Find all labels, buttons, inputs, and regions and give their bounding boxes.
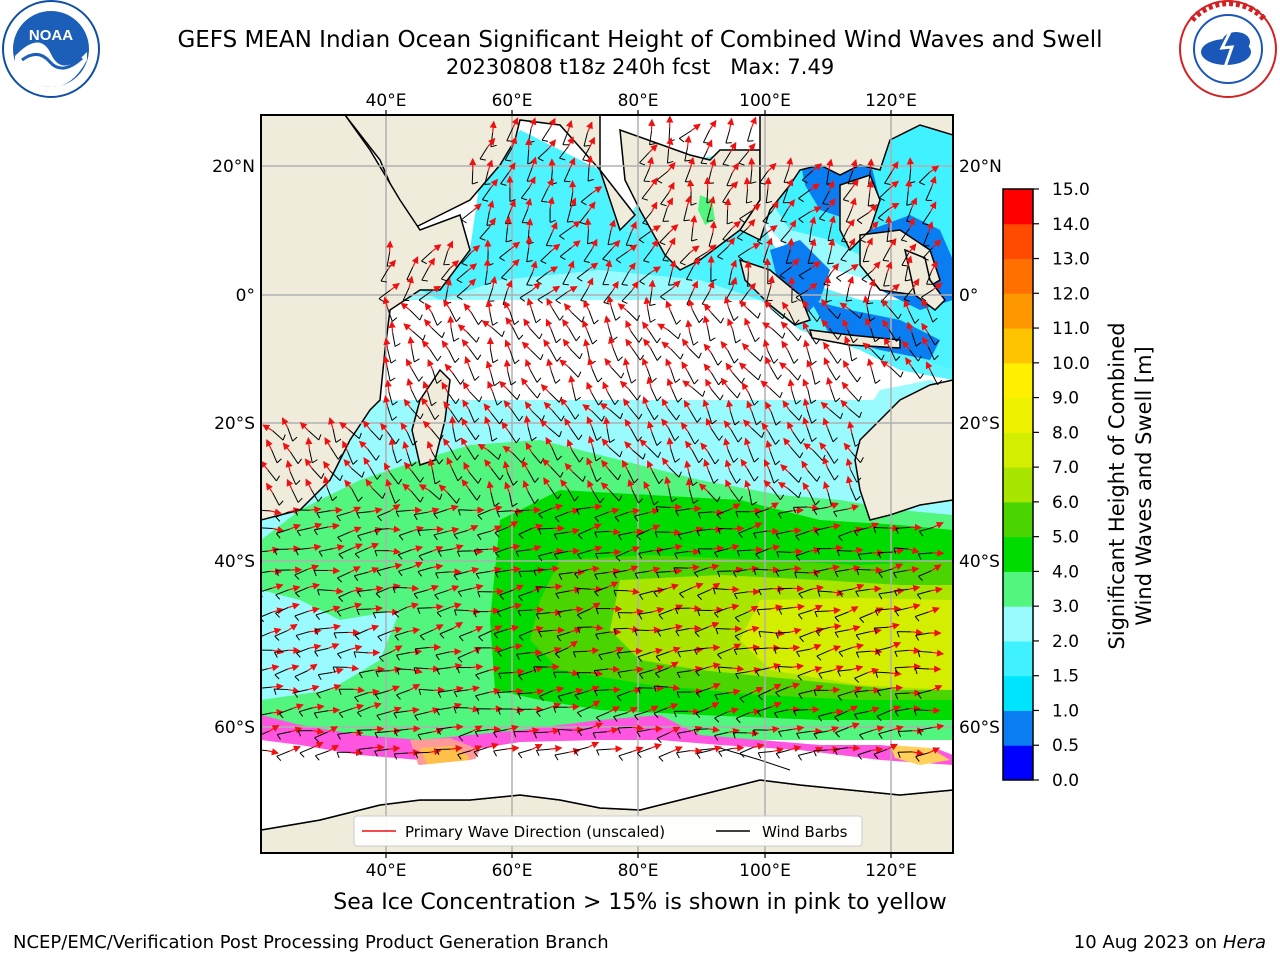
colorbar-tick-label: 8.0 (1052, 423, 1079, 443)
lon-tick-label: 80°E (618, 91, 659, 111)
lat-tick-label: 20°S (959, 414, 1000, 434)
lon-tick-label: 120°E (865, 861, 917, 881)
sea-ice-note: Sea Ice Concentration > 15% is shown in … (333, 890, 947, 915)
lon-tick-label: 60°E (492, 861, 533, 881)
colorbar-tick-label: 6.0 (1052, 493, 1079, 513)
colorbar-swatch (1003, 293, 1033, 329)
lon-tick-label: 40°E (366, 91, 407, 111)
colorbar-tick-label: 9.0 (1052, 389, 1079, 409)
colorbar-swatch (1003, 467, 1033, 503)
colorbar-tick-label: 1.0 (1052, 701, 1079, 721)
lat-tick-label: 20°N (959, 157, 1002, 177)
colorbar-label-line2: Wind Waves and Swell [m] (1132, 346, 1156, 626)
colorbar-tick-label: 15.0 (1052, 180, 1090, 200)
colorbar-swatch (1003, 675, 1033, 711)
footer-date: 10 Aug 2023 on Hera (1074, 932, 1266, 953)
chart-subtitle: 20230808 t18z 240h fcst Max: 7.49 (0, 54, 1280, 80)
colorbar-ticks: 0.0 0.5 1.0 1.5 2.0 3.0 4.0 5.0 6.0 7.0 8.0 9.0 10.0… (1033, 180, 1090, 791)
colorbar-tick-label: 0.0 (1052, 771, 1079, 791)
run-label: 20230808 t18z 240h fcst (445, 55, 711, 79)
colorbar-tick-label: 14.0 (1052, 215, 1090, 235)
colorbar-swatch (1003, 710, 1033, 746)
lat-labels-right: 20°N 0° 20°S 40°S 60°S (959, 157, 1002, 738)
lon-tick-label: 60°E (492, 91, 533, 111)
colorbar-swatch (1003, 258, 1033, 294)
map-legend: Primary Wave Direction (unscaled) Wind B… (353, 815, 863, 847)
lon-tick-label: 80°E (618, 861, 659, 881)
footer-credit: NCEP/EMC/Verification Post Processing Pr… (13, 932, 609, 953)
map-frame (260, 114, 954, 854)
colorbar-tick-label: 13.0 (1052, 250, 1090, 270)
lat-tick-label: 40°S (214, 552, 255, 572)
colorbar-swatch (1003, 501, 1033, 538)
lat-tick-label: 20°S (214, 414, 255, 434)
colorbar-tick-label: 11.0 (1052, 319, 1090, 339)
lat-tick-label: 20°N (212, 157, 255, 177)
noaa-logo: NOAA (2, 0, 100, 98)
colorbar-frame (1002, 188, 1034, 781)
colorbar-tick-label: 1.5 (1052, 667, 1079, 687)
colorbar-tick-label: 4.0 (1052, 562, 1079, 582)
vector-field (261, 115, 945, 762)
colorbar (1003, 189, 1033, 781)
colorbar-swatch (1003, 189, 1033, 225)
colorbar-tick-label: 10.0 (1052, 354, 1090, 374)
lon-tick-label: 100°E (739, 91, 791, 111)
lon-tick-label: 100°E (739, 861, 791, 881)
colorbar-swatch (1003, 606, 1033, 642)
colorbar-tick-label: 0.5 (1052, 736, 1079, 756)
lat-tick-label: 0° (236, 286, 255, 306)
chart-title: GEFS MEAN Indian Ocean Significant Heigh… (177, 27, 1103, 53)
lon-tick-label: 120°E (865, 91, 917, 111)
colorbar-label: Significant Height of Combined Wind Wave… (1105, 322, 1156, 649)
barb-legend-label: Wind Barbs (762, 823, 848, 841)
colorbar-swatch (1003, 432, 1033, 468)
colorbar-swatch (1003, 397, 1033, 433)
colorbar-swatch (1003, 640, 1033, 677)
lat-tick-label: 0° (959, 286, 978, 306)
colorbar-swatch (1003, 223, 1033, 260)
lat-labels-left: 20°N 0° 20°S 40°S 60°S (212, 157, 255, 738)
lat-tick-label: 60°S (959, 718, 1000, 738)
colorbar-tick-label: 7.0 (1052, 458, 1079, 478)
colorbar-tick-label: 12.0 (1052, 284, 1090, 304)
colorbar-tick-label: 3.0 (1052, 597, 1079, 617)
colorbar-swatch (1003, 745, 1033, 781)
max-label: Max: 7.49 (730, 55, 835, 79)
lat-tick-label: 60°S (214, 718, 255, 738)
colorbar-label-line1: Significant Height of Combined (1105, 322, 1129, 649)
footer-date-text: 10 Aug 2023 on (1073, 932, 1218, 953)
lon-labels-bottom: 40°E 60°E 80°E 100°E 120°E (366, 861, 917, 881)
lon-labels-top: 40°E 60°E 80°E 100°E 120°E (366, 91, 917, 111)
nws-logo (1179, 0, 1277, 98)
noaa-logo-text: NOAA (29, 27, 73, 44)
colorbar-swatch (1003, 571, 1033, 607)
colorbar-tick-label: 2.0 (1052, 632, 1079, 652)
map-area (261, 115, 953, 853)
colorbar-swatch (1003, 536, 1033, 572)
lat-tick-label: 40°S (959, 552, 1000, 572)
colorbar-swatch (1003, 328, 1033, 364)
lon-tick-label: 40°E (366, 861, 407, 881)
footer-host: Hera (1222, 932, 1266, 953)
colorbar-tick-label: 5.0 (1052, 528, 1079, 548)
wave-legend-label: Primary Wave Direction (unscaled) (405, 823, 665, 841)
colorbar-swatch (1003, 362, 1033, 399)
